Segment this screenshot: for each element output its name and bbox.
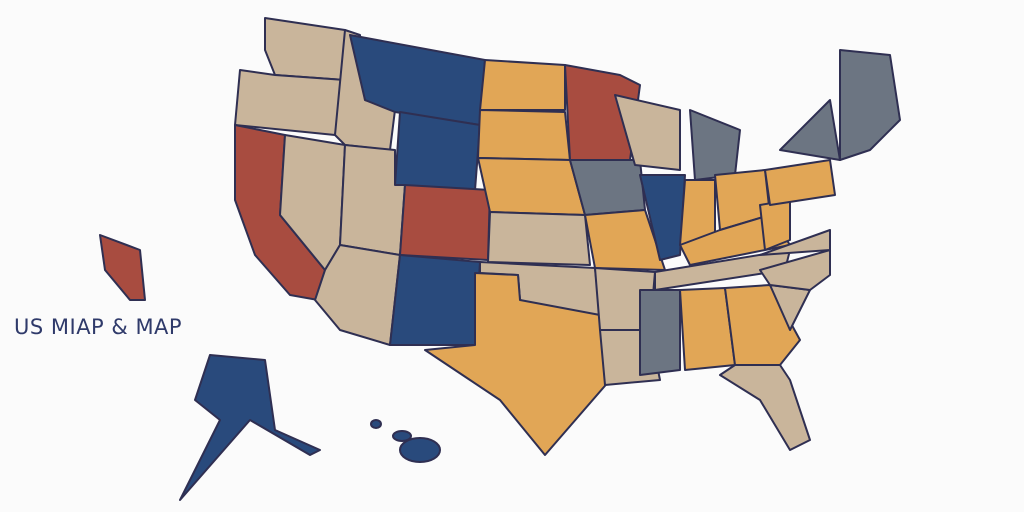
island (399, 437, 441, 463)
state (477, 157, 586, 216)
state (759, 229, 831, 256)
state (639, 174, 686, 261)
island (392, 430, 412, 442)
state (234, 69, 346, 136)
state (264, 17, 346, 81)
states (99, 17, 901, 501)
state (424, 272, 611, 456)
map-title: US MIAP & MAP (14, 315, 182, 339)
state (389, 254, 481, 346)
state (487, 211, 591, 266)
state (764, 159, 836, 206)
state (719, 364, 811, 451)
state (779, 99, 841, 161)
state (399, 184, 491, 261)
island (370, 419, 382, 429)
state (614, 94, 681, 171)
state (759, 199, 791, 251)
state (179, 354, 321, 501)
state (639, 289, 681, 376)
island (99, 234, 146, 301)
state (759, 249, 831, 291)
state (479, 59, 566, 111)
state (839, 49, 901, 161)
state (689, 109, 741, 181)
state (394, 111, 481, 191)
state (724, 284, 801, 366)
state (339, 144, 406, 256)
state (477, 109, 571, 161)
